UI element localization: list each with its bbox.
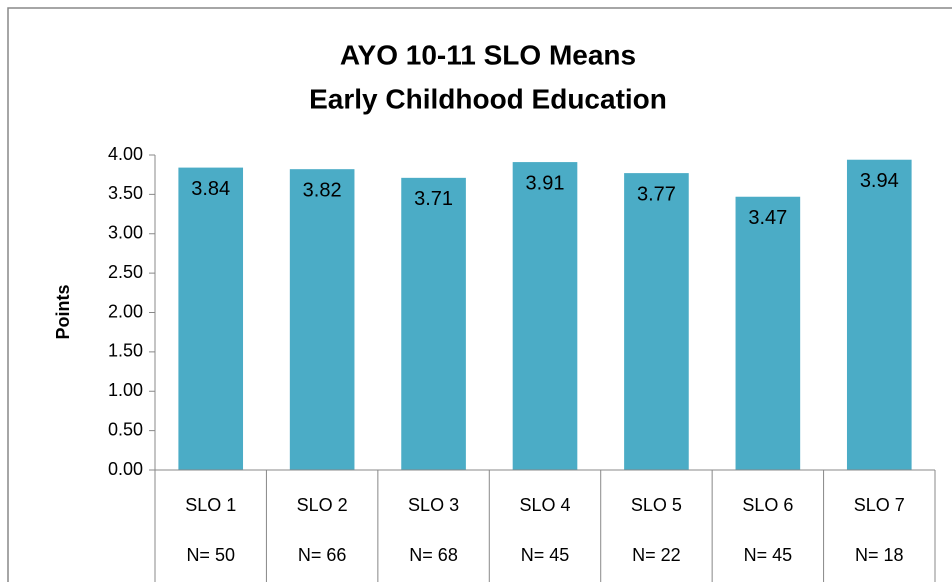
x-tick-sublabel: N= 45 [521, 545, 570, 565]
value-label: 3.47 [748, 207, 787, 229]
x-tick-sublabel: N= 18 [855, 545, 904, 565]
x-tick-label: SLO 1 [185, 495, 236, 515]
bar [178, 167, 244, 470]
x-tick-label: SLO 3 [408, 495, 459, 515]
y-tick-label: 3.50 [108, 183, 143, 203]
chart-title: AYO 10-11 SLO Means [340, 39, 636, 70]
x-tick-sublabel: N= 22 [632, 545, 681, 565]
y-tick-label: 1.50 [108, 341, 143, 361]
y-tick-label: 4.00 [108, 144, 143, 164]
y-axis-label: Points [53, 284, 73, 339]
y-tick-label: 1.00 [108, 380, 143, 400]
x-tick-sublabel: N= 68 [409, 545, 458, 565]
value-label: 3.94 [860, 170, 899, 192]
value-label: 3.71 [414, 188, 453, 210]
y-tick-label: 0.00 [108, 459, 143, 479]
chart-subtitle: Early Childhood Education [309, 83, 667, 114]
bar [401, 177, 466, 470]
x-tick-sublabel: N= 45 [744, 545, 793, 565]
bar [289, 169, 355, 471]
bar [624, 173, 689, 471]
y-tick-label: 2.50 [108, 262, 143, 282]
x-tick-sublabel: N= 50 [186, 545, 235, 565]
bar [512, 162, 578, 470]
y-tick-label: 2.00 [108, 301, 143, 321]
value-label: 3.77 [637, 183, 676, 205]
x-tick-label: SLO 2 [297, 495, 348, 515]
x-tick-label: SLO 5 [631, 495, 682, 515]
y-tick-label: 3.00 [108, 223, 143, 243]
x-tick-label: SLO 4 [519, 495, 570, 515]
x-tick-sublabel: N= 66 [298, 545, 347, 565]
x-tick-label: SLO 6 [742, 495, 793, 515]
x-tick-label: SLO 7 [854, 495, 905, 515]
bar [846, 159, 912, 470]
value-label: 3.91 [526, 172, 565, 194]
value-label: 3.82 [303, 179, 342, 201]
value-label: 3.84 [191, 178, 230, 200]
bar [735, 196, 801, 471]
y-tick-label: 0.50 [108, 419, 143, 439]
